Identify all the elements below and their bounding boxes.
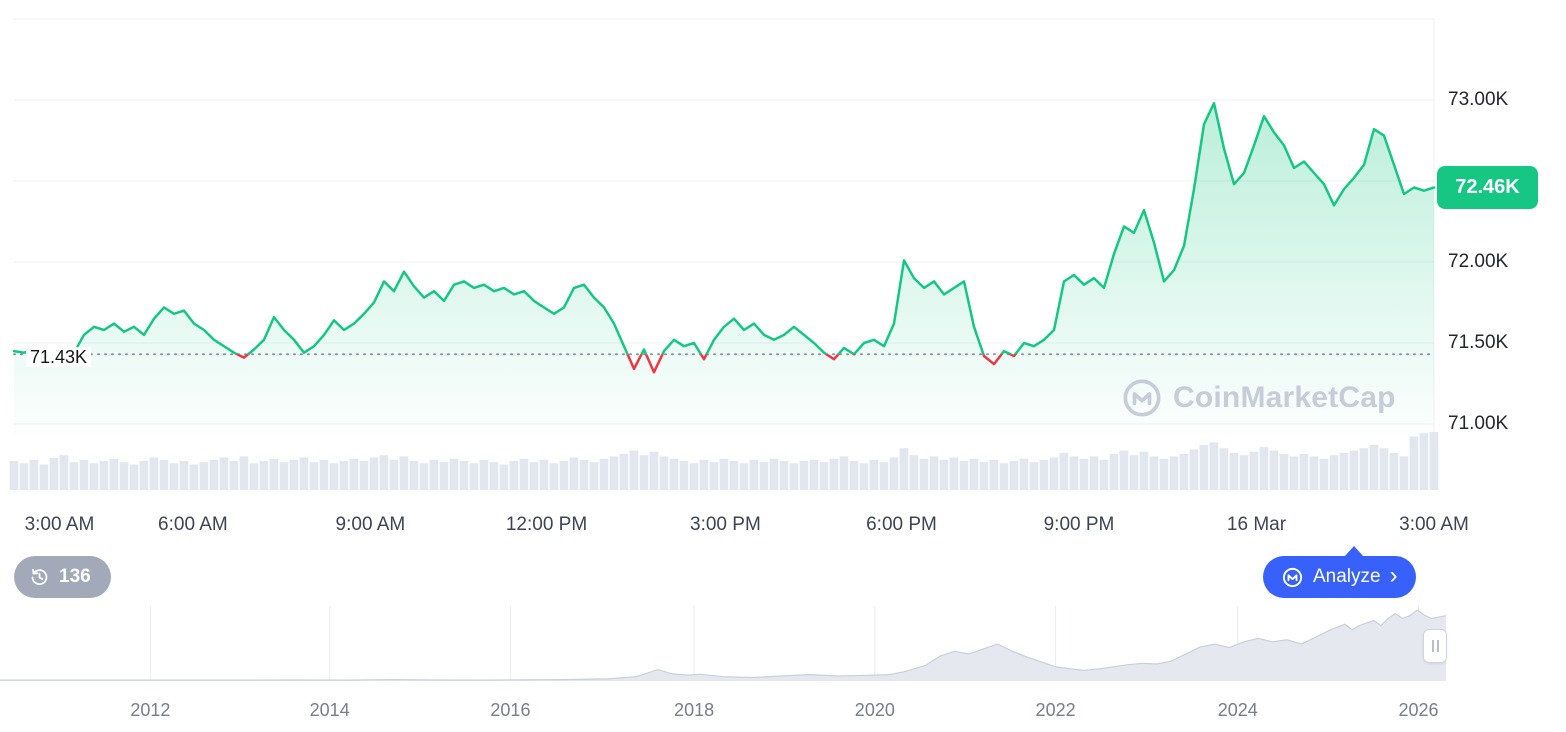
- navigator-year-label: 2022: [1035, 700, 1076, 720]
- x-axis-label: 9:00 PM: [1043, 514, 1115, 535]
- watermark-text: CoinMarketCap: [1173, 381, 1396, 414]
- y-axis-label: 72.00K: [1448, 251, 1509, 272]
- navigator-year-label: 2012: [130, 700, 171, 720]
- navigator-resize-handle[interactable]: [1423, 629, 1447, 663]
- navigator-year-label: 2018: [674, 700, 715, 720]
- analyze-label: Analyze: [1313, 566, 1381, 587]
- navigator-year-label: 2016: [490, 700, 531, 720]
- x-axis-label: 3:00 AM: [1399, 514, 1469, 535]
- analyze-button[interactable]: Analyze ›: [1263, 556, 1416, 598]
- x-axis-label: 16 Mar: [1226, 514, 1287, 535]
- x-axis-label: 6:00 AM: [158, 514, 228, 535]
- y-axis-label: 71.00K: [1448, 413, 1509, 434]
- history-clock-icon: [31, 568, 48, 585]
- analyze-tooltip-arrow: [1344, 546, 1364, 557]
- coinmarketcap-logo-icon: [1123, 379, 1161, 417]
- navigator-year-label: 2024: [1217, 700, 1258, 720]
- x-axis-label: 9:00 AM: [335, 514, 406, 535]
- y-axis-label: 73.00K: [1448, 89, 1509, 110]
- navigator-year-label: 2014: [309, 700, 350, 720]
- x-axis-label: 3:00 AM: [24, 514, 95, 535]
- x-axis-label: 3:00 PM: [690, 514, 761, 535]
- watermark: CoinMarketCap: [1122, 378, 1396, 418]
- range-navigator[interactable]: [0, 606, 1446, 682]
- previous-close-label: 71.43K: [26, 347, 92, 368]
- navigator-year-label: 2020: [854, 700, 895, 720]
- chevron-right-icon: ›: [1389, 561, 1398, 589]
- history-count-badge[interactable]: 136: [14, 556, 111, 598]
- y-axis-label: 71.50K: [1448, 332, 1509, 353]
- price-chart[interactable]: [0, 0, 1446, 500]
- history-count: 136: [59, 566, 91, 587]
- navigator-year-label: 2026: [1398, 700, 1439, 720]
- current-price-badge: 72.46K: [1437, 165, 1538, 209]
- x-axis-label: 12:00 PM: [505, 514, 588, 535]
- x-axis-label: 6:00 PM: [866, 514, 937, 535]
- cmc-analyze-icon: [1282, 567, 1303, 587]
